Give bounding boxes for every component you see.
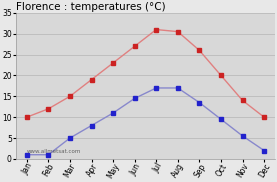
Text: www.allmetsat.com: www.allmetsat.com — [26, 149, 81, 154]
Text: Florence : temperatures (°C): Florence : temperatures (°C) — [16, 2, 166, 12]
